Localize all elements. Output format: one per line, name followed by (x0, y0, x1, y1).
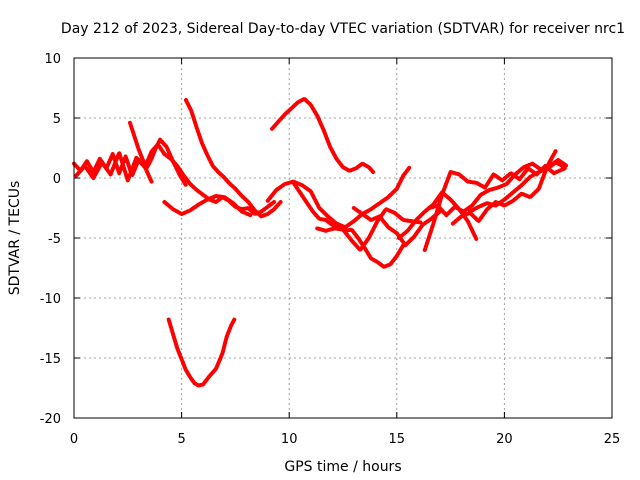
x-tick-label: 0 (70, 432, 78, 447)
series-track-e (184, 98, 282, 218)
x-tick-label: 20 (496, 432, 513, 447)
series-track-c-markers (128, 120, 188, 188)
x-axis-ticks: 0 5 10 15 20 25 (70, 58, 620, 447)
y-tick-label: -20 (40, 412, 61, 427)
series-track-c (128, 121, 187, 187)
series-track-p-markers (468, 160, 567, 214)
series-track-g-markers (270, 96, 376, 174)
y-tick-label: 0 (53, 172, 61, 187)
y-axis-ticks: -20 -15 -10 -5 0 5 10 (40, 52, 612, 427)
series-track-a-markers (72, 142, 277, 216)
series-track-a (72, 143, 276, 216)
x-axis-label: GPS time / hours (284, 459, 401, 475)
x-tick-label: 25 (604, 432, 621, 447)
x-tick-label: 15 (389, 432, 406, 447)
y-tick-label: -5 (48, 232, 61, 247)
series-layer (72, 96, 569, 388)
grid (74, 58, 612, 418)
series-track-j-markers (315, 207, 423, 252)
x-tick-label: 10 (281, 432, 298, 447)
series-track-f-markers (166, 317, 237, 388)
chart-title: Day 212 of 2023, Sidereal Day-to-day VTE… (61, 21, 625, 37)
series-track-k-markers (351, 206, 442, 248)
series-track-e-markers (183, 98, 283, 219)
series-track-d-markers (162, 194, 253, 218)
y-tick-label: 5 (53, 112, 61, 127)
series-track-i-markers (291, 180, 406, 269)
y-axis-label: SDTVAR / TECUs (7, 181, 23, 296)
x-tick-label: 5 (177, 432, 185, 447)
y-tick-label: 10 (44, 52, 61, 67)
series-track-b-markers (74, 150, 154, 184)
y-tick-label: -15 (40, 352, 61, 367)
y-tick-label: -10 (40, 292, 61, 307)
